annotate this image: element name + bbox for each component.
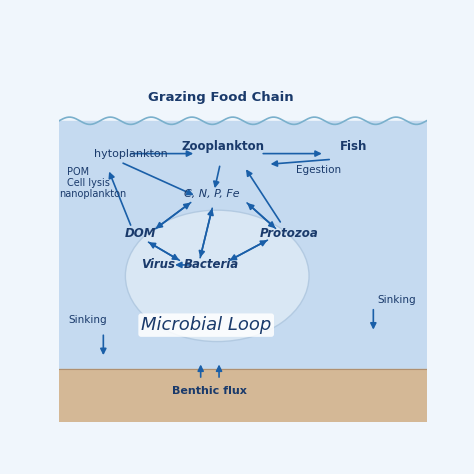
- Bar: [59, 57, 427, 121]
- Text: Cell lysis: Cell lysis: [66, 178, 109, 188]
- Text: Sinking: Sinking: [68, 315, 107, 325]
- Text: Fish: Fish: [339, 140, 367, 153]
- Text: Microbial Loop: Microbial Loop: [141, 316, 271, 334]
- Bar: [59, 369, 427, 422]
- Text: DOM: DOM: [124, 228, 156, 240]
- Text: hytoplankton: hytoplankton: [94, 149, 168, 159]
- Text: C, N, P, Fe: C, N, P, Fe: [184, 189, 239, 199]
- Ellipse shape: [125, 210, 309, 342]
- Text: Benthic flux: Benthic flux: [173, 386, 247, 396]
- Text: Virus: Virus: [141, 258, 175, 272]
- Bar: [59, 121, 427, 369]
- Text: nanoplankton: nanoplankton: [59, 189, 127, 199]
- Text: Protozoa: Protozoa: [259, 228, 318, 240]
- Text: POM: POM: [66, 167, 89, 177]
- Text: Bacteria: Bacteria: [184, 258, 239, 272]
- Text: Zooplankton: Zooplankton: [181, 140, 264, 153]
- Text: Grazing Food Chain: Grazing Food Chain: [148, 91, 294, 103]
- Text: Egestion: Egestion: [296, 165, 341, 175]
- Text: Sinking: Sinking: [377, 295, 416, 305]
